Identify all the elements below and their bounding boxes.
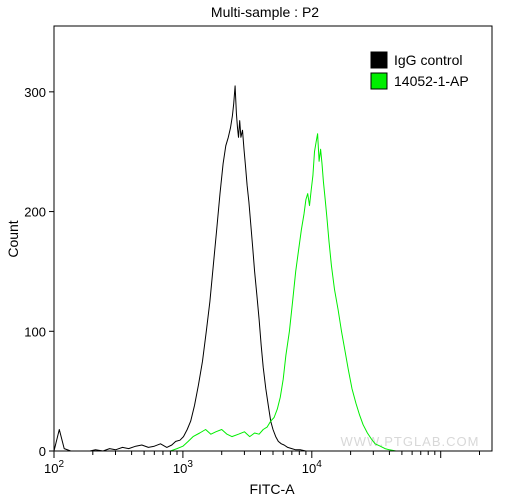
x-axis-label: FITC-A (249, 481, 295, 497)
y-tick-label: 100 (24, 324, 46, 339)
legend-swatch-0 (370, 51, 388, 69)
plot-frame (53, 25, 493, 452)
y-tick-label: 0 (39, 444, 46, 459)
chart-title: Multi-sample : P2 (211, 4, 319, 20)
y-tick-label: 300 (24, 85, 46, 100)
series-line-1 (170, 133, 402, 452)
legend-swatch-1 (370, 72, 388, 90)
x-axis: 102 103 104 (44, 451, 481, 476)
series-layer (53, 85, 402, 452)
x-tick-label: 104 (302, 459, 322, 476)
y-axis: 0 100 200 300 (24, 85, 54, 459)
y-tick-label: 200 (24, 205, 46, 220)
legend: IgG control 14052-1-AP (370, 51, 469, 90)
x-tick-label: 102 (44, 459, 64, 476)
series-line-0 (53, 85, 402, 452)
x-tick-label: 103 (173, 459, 193, 476)
y-axis-label: Count (5, 220, 21, 257)
legend-label-1: 14052-1-AP (394, 73, 469, 89)
legend-label-0: IgG control (394, 52, 462, 68)
watermark: WWW.PTGLAB.COM (341, 434, 480, 449)
